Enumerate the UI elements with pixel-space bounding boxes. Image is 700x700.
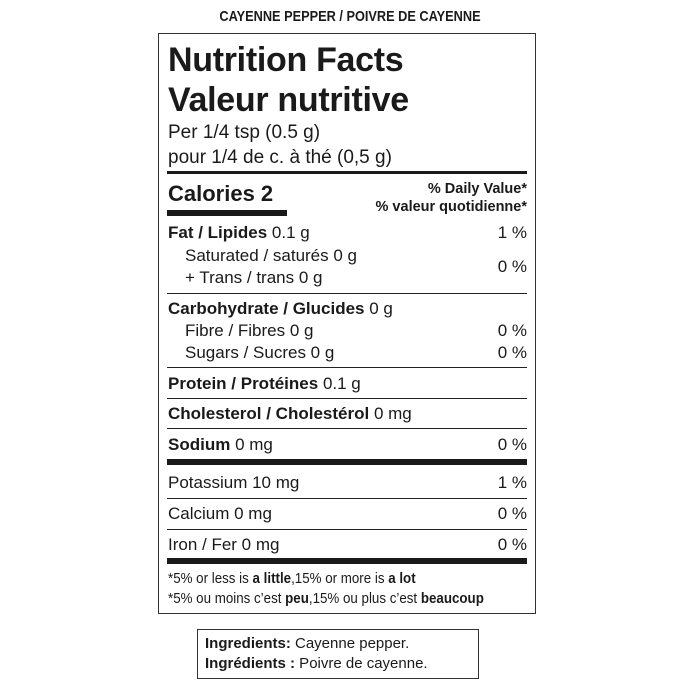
title-fr: Valeur nutritive — [168, 81, 409, 119]
cholesterol-row: Cholesterol / Cholestérol 0 mg — [168, 404, 412, 424]
potassium-dv: 1 % — [497, 473, 527, 492]
protein-label: Protein / Protéines — [168, 374, 319, 393]
ingredients-en: Ingredients: Cayenne pepper. — [205, 635, 410, 652]
divider — [167, 529, 527, 530]
fat-dv: 1 % — [497, 223, 527, 242]
fibre-row: Fibre / Fibres 0 g — [185, 321, 314, 340]
sodium-row: Sodium 0 mg — [168, 435, 273, 455]
iron-dv: 0 % — [497, 535, 527, 554]
carb-label: Carbohydrate / Glucides — [168, 299, 365, 318]
carb-row: Carbohydrate / Glucides 0 g — [168, 299, 393, 319]
daily-value-fr: % valeur quotidienne* — [375, 199, 527, 215]
sodium-dv: 0 % — [497, 435, 527, 454]
calories: Calories 2 — [168, 181, 274, 206]
footnote-en: *5% or less is a little,15% or more is a… — [168, 571, 416, 587]
divider-thick — [167, 459, 527, 465]
sugars-dv: 0 % — [497, 343, 527, 362]
footnote-fr: *5% ou moins c’est peu,15% ou plus c’est… — [168, 591, 484, 607]
nutrition-facts-panel: Nutrition Facts Valeur nutritive Per 1/4… — [158, 33, 536, 614]
trans-row: + Trans / trans 0 g — [185, 268, 323, 287]
divider — [167, 498, 527, 499]
divider — [167, 293, 527, 294]
sat-trans-dv: 0 % — [497, 257, 527, 276]
divider-thick — [167, 558, 527, 564]
sodium-label: Sodium — [168, 435, 231, 454]
fat-row: Fat / Lipides 0.1 g — [168, 223, 310, 243]
protein-row: Protein / Protéines 0.1 g — [168, 374, 361, 394]
calcium-dv: 0 % — [497, 504, 527, 523]
product-name: CAYENNE PEPPER / POIVRE DE CAYENNE — [219, 8, 481, 25]
serving-size-fr: pour 1/4 de c. à thé (0,5 g) — [168, 147, 392, 168]
ingredients-box: Ingredients: Cayenne pepper. Ingrédients… — [197, 629, 479, 679]
daily-value-en: % Daily Value* — [427, 181, 527, 197]
divider — [167, 428, 527, 429]
calories-underline — [167, 210, 287, 216]
calcium-row: Calcium 0 mg — [168, 504, 272, 523]
divider-thick — [167, 171, 527, 174]
protein-amount: 0.1 g — [322, 374, 361, 393]
sodium-amount: 0 mg — [235, 435, 273, 454]
fibre-dv: 0 % — [497, 321, 527, 340]
cholesterol-amount: 0 mg — [373, 404, 412, 423]
divider — [167, 367, 527, 368]
potassium-row: Potassium 10 mg — [168, 473, 300, 492]
saturated-row: Saturated / saturés 0 g — [185, 246, 357, 265]
sugars-row: Sugars / Sucres 0 g — [185, 343, 335, 362]
fat-label: Fat / Lipides — [168, 223, 268, 242]
iron-row: Iron / Fer 0 mg — [168, 535, 280, 554]
serving-size-en: Per 1/4 tsp (0.5 g) — [168, 122, 321, 143]
ingredients-fr: Ingrédients : Poivre de cayenne. — [205, 655, 428, 672]
fat-amount: 0.1 g — [271, 223, 310, 242]
carb-amount: 0 g — [369, 299, 393, 318]
divider — [167, 398, 527, 399]
cholesterol-label: Cholesterol / Cholestérol — [168, 404, 370, 423]
title-en: Nutrition Facts — [168, 41, 404, 79]
